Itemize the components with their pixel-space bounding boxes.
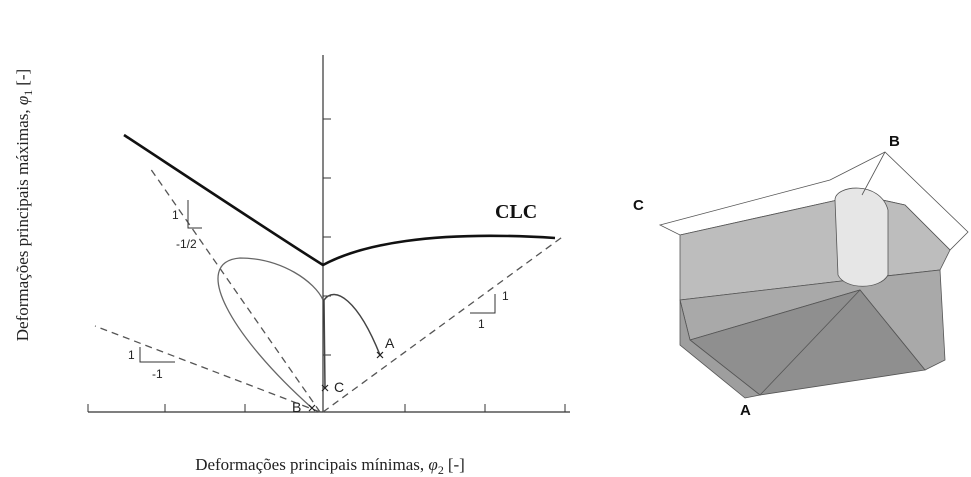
point-label: B: [889, 133, 900, 150]
slope-run: 1: [478, 317, 485, 331]
slope-triangles: [140, 200, 495, 362]
point-label: A: [740, 402, 751, 419]
point-label: A: [385, 335, 395, 351]
label-unit: [-]: [13, 69, 32, 86]
slope-rise: 1: [128, 348, 135, 362]
y-axis-label: Deformações principais máximas, φ1 [-]: [13, 69, 35, 341]
point-label: C: [633, 197, 644, 214]
point-label: C: [334, 379, 344, 395]
label-text: Deformações principais mínimas,: [195, 455, 428, 474]
curve-label: CLC: [495, 201, 537, 223]
label-subscript: 2: [438, 463, 444, 477]
strain-path-b: [218, 258, 323, 408]
figure: A B C 1 -1/2 1 -1 1 1 CLC Deformações pr…: [0, 0, 971, 477]
point-markers: [309, 352, 383, 411]
label-unit: [-]: [448, 455, 465, 474]
part-render: [660, 152, 968, 398]
point-label: B: [292, 399, 301, 415]
slope-rise: 1: [502, 289, 509, 303]
label-symbol: φ: [428, 455, 437, 474]
slope-run: -1/2: [176, 237, 197, 251]
label-subscript: 1: [21, 90, 35, 96]
corner-radius: [835, 188, 888, 286]
x-axis-label: Deformações principais mínimas, φ2 [-]: [195, 455, 465, 477]
diagram-labels: A B C 1 -1/2 1 -1 1 1: [128, 208, 509, 415]
slope-run: -1: [152, 367, 163, 381]
label-text: Deformações principais máximas,: [13, 105, 32, 341]
label-symbol: φ: [13, 96, 32, 105]
forming-limit-diagram: [88, 55, 570, 412]
slope-rise: 1: [172, 208, 179, 222]
strain-path-a: [324, 295, 380, 388]
